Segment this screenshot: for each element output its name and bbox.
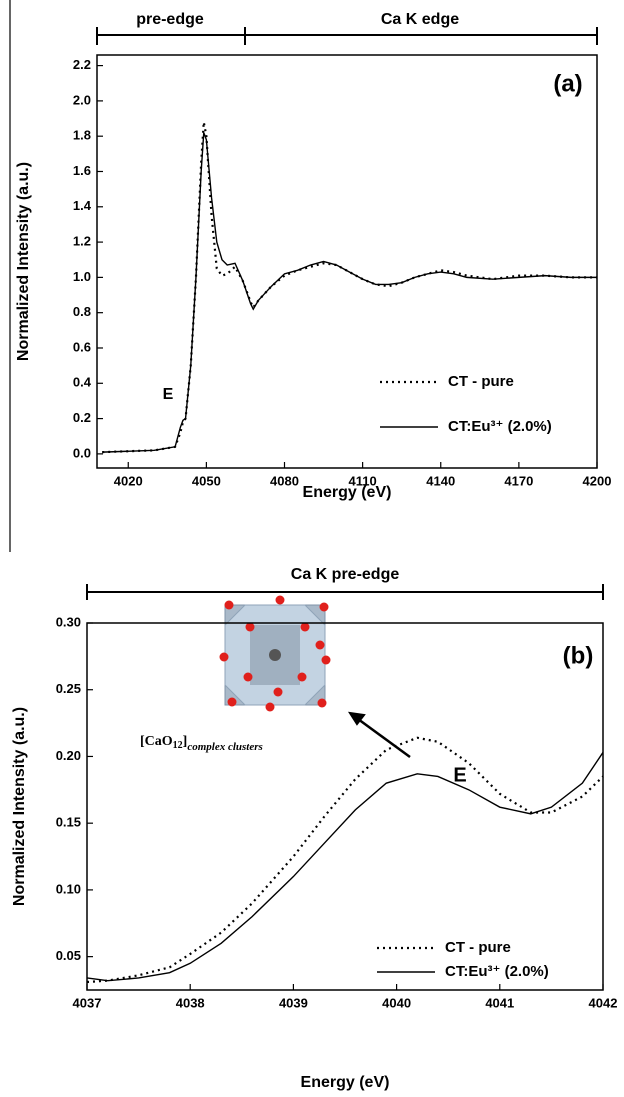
cluster-label-base: [CaO xyxy=(140,734,173,749)
x-tick-label: 4041 xyxy=(485,995,514,1010)
y-tick-label: 0.25 xyxy=(56,681,81,696)
y-tick-label: 0.20 xyxy=(56,748,81,763)
y-tick-label: 2.2 xyxy=(73,57,91,72)
cluster-icon xyxy=(220,596,331,712)
x-tick-label: 4080 xyxy=(270,473,299,488)
cluster-label: [CaO12]complex clusters xyxy=(140,734,263,752)
data-line xyxy=(87,738,603,982)
x-tick-label: 4042 xyxy=(589,995,618,1010)
y-tick-label: 0.6 xyxy=(73,339,91,354)
y-tick-label: 0.15 xyxy=(56,815,81,830)
y-tick-label: 1.2 xyxy=(73,234,91,249)
y-tick-label: 0.8 xyxy=(73,304,91,319)
arrow xyxy=(350,713,410,757)
y-tick-label: 2.0 xyxy=(73,92,91,107)
x-tick-label: 4140 xyxy=(426,473,455,488)
x-tick-label: 4050 xyxy=(192,473,221,488)
bracket-label: Ca K edge xyxy=(381,11,459,28)
cluster-label-count: 12 xyxy=(173,740,183,751)
x-tick-label: 4040 xyxy=(382,995,411,1010)
figure: pre-edge Ca K edge (a) E Ca K pre-edge (… xyxy=(0,0,624,1097)
y-tick-label: 0.05 xyxy=(56,948,81,963)
y-tick-label: 1.0 xyxy=(73,269,91,284)
cluster-label-subscript: complex clusters xyxy=(187,741,262,753)
x-tick-label: 4039 xyxy=(279,995,308,1010)
data-line xyxy=(102,122,597,452)
x-axis-label: Energy (eV) xyxy=(301,1074,390,1091)
x-axis-label: Energy (eV) xyxy=(303,484,392,501)
x-tick-label: 4200 xyxy=(583,473,612,488)
bracket-b xyxy=(87,584,603,600)
y-tick-label: 0.2 xyxy=(73,410,91,425)
annotation: E xyxy=(163,386,174,403)
bracket-label: Ca K pre-edge xyxy=(291,566,400,583)
y-tick-label: 1.8 xyxy=(73,128,91,143)
y-tick-label: 0.10 xyxy=(56,881,81,896)
legend-label: CT - pure xyxy=(448,373,514,390)
annotation: E xyxy=(453,764,466,786)
y-axis-label: Normalized Intensity (a.u.) xyxy=(15,162,32,361)
y-tick-label: 1.4 xyxy=(73,198,92,213)
x-tick-label: 4038 xyxy=(176,995,205,1010)
legend-label: CT - pure xyxy=(445,939,511,956)
x-tick-label: 4170 xyxy=(504,473,533,488)
plot-frame xyxy=(97,55,597,468)
x-tick-label: 4037 xyxy=(73,995,102,1010)
x-tick-label: 4020 xyxy=(114,473,143,488)
panel-label: (b) xyxy=(563,642,594,669)
plot-frame xyxy=(87,623,603,990)
data-line xyxy=(102,133,597,452)
y-axis-label: Normalized Intensity (a.u.) xyxy=(11,707,28,906)
y-tick-label: 0.0 xyxy=(73,445,91,460)
legend-label: CT:Eu³⁺ (2.0%) xyxy=(448,418,552,435)
y-tick-label: 1.6 xyxy=(73,163,91,178)
y-tick-label: 0.4 xyxy=(73,375,92,390)
panel-label: (a) xyxy=(553,70,582,97)
legend-label: CT:Eu³⁺ (2.0%) xyxy=(445,963,549,980)
bracket-label: pre-edge xyxy=(136,11,204,28)
bracket-a xyxy=(97,27,597,45)
data-line xyxy=(87,752,603,980)
y-tick-label: 0.30 xyxy=(56,614,81,629)
